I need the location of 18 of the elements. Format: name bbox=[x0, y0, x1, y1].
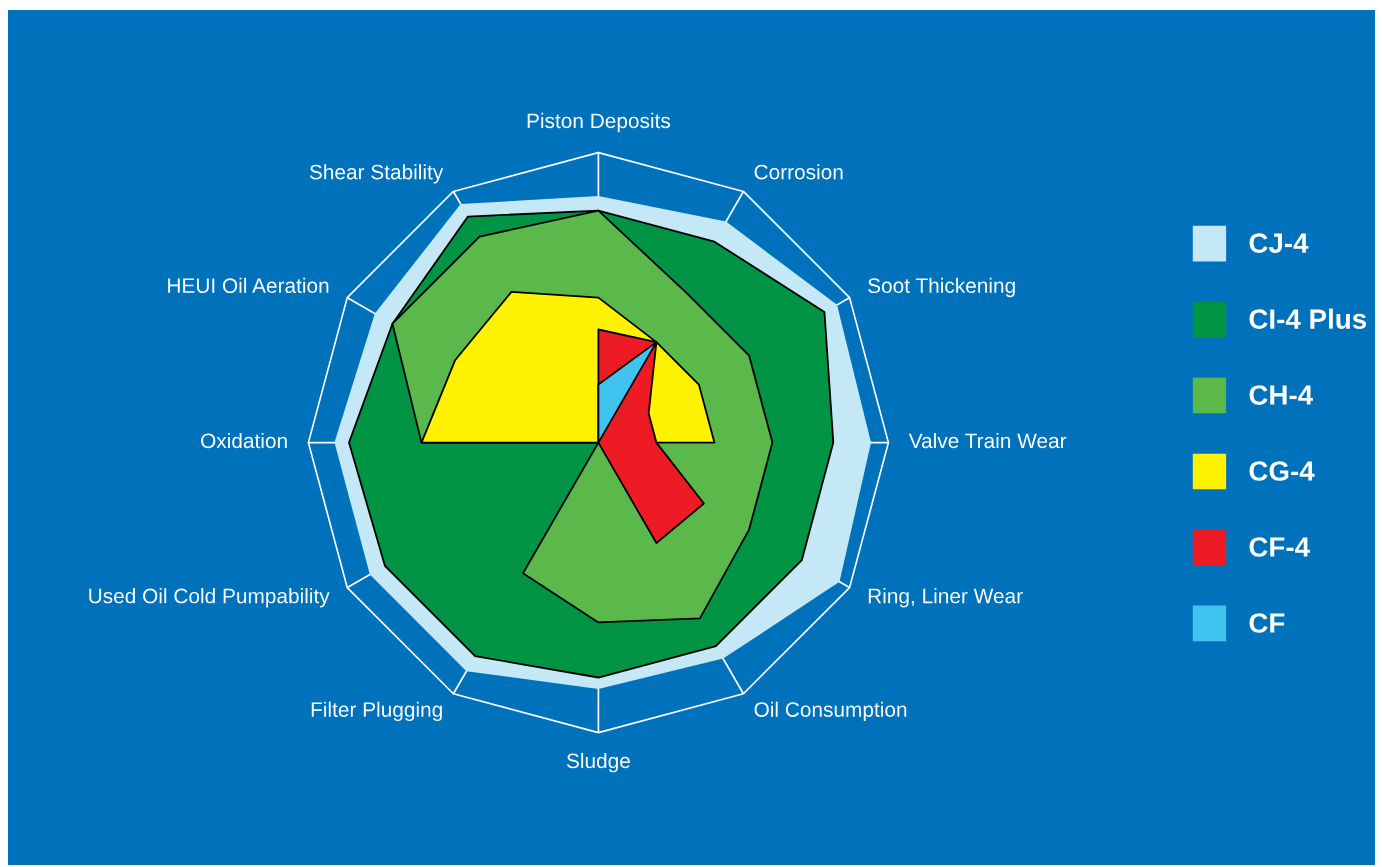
legend-label: CG-4 bbox=[1249, 461, 1315, 481]
spoke-label: Ring, Liner Wear bbox=[868, 588, 1023, 608]
legend-label: CF bbox=[1249, 613, 1285, 633]
spoke-label: Piston Deposits bbox=[527, 112, 671, 133]
spoke-label: Used Oil Cold Pumpability bbox=[89, 588, 330, 608]
spoke-label: Shear Stability bbox=[309, 164, 444, 184]
spoke-label: Sludge bbox=[566, 752, 630, 773]
spoke-label: Soot Thickening bbox=[868, 277, 1015, 298]
legend-label: CF-4 bbox=[1249, 537, 1310, 557]
legend-label: CH-4 bbox=[1249, 385, 1314, 405]
spoke-label: Oxidation bbox=[201, 432, 287, 449]
spoke-label: Valve Train Wear bbox=[908, 432, 1067, 449]
legend-label: CJ-4 bbox=[1249, 233, 1309, 253]
legend-label: CI-4 Plus bbox=[1249, 308, 1367, 329]
spoke-label: HEUI Oil Aeration bbox=[168, 277, 329, 294]
spoke-label: Oil Consumption bbox=[754, 701, 907, 722]
spoke-label: Filter Plugging bbox=[311, 701, 442, 722]
spoke-label: Corrosion bbox=[754, 164, 843, 180]
